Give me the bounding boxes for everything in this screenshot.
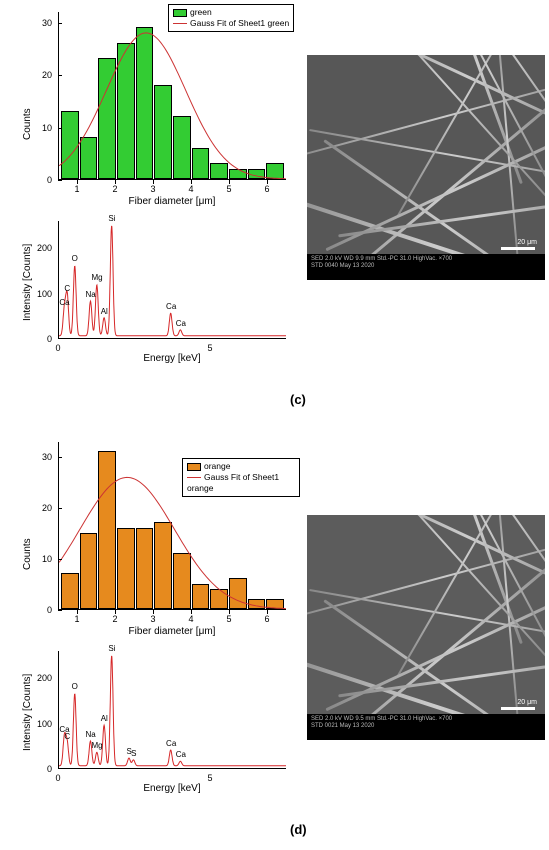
hist-bar (229, 578, 247, 609)
hist-bar (173, 116, 191, 179)
hist-bar (117, 43, 135, 180)
hist-c-xlabel: Fiber diameter [μm] (58, 196, 286, 207)
peak-label: Mg (91, 273, 102, 282)
legend-line-d (187, 477, 201, 478)
peak-label: Ca (166, 302, 176, 311)
sem-info-2: STD 0021 May 13 2020 (311, 723, 541, 730)
sem-fiber (343, 55, 545, 202)
peak-label: Ca (59, 298, 69, 307)
hist-bar (229, 169, 247, 180)
spec-d-xlabel: Energy [keV] (58, 783, 286, 794)
spec-c-plot: CaCONaMgAlSiCaCa (58, 221, 286, 339)
hist-c-legend: green Gauss Fit of Sheet1 green (168, 4, 294, 32)
hist-bar (192, 584, 210, 609)
panel-label-c: (c) (290, 392, 306, 407)
legend-name-d: orange (204, 461, 230, 471)
spec-d-xticks: 05 (58, 771, 286, 783)
sem-fiber (396, 515, 538, 678)
peak-label: S (131, 749, 136, 758)
hist-c-yticks: 0102030 (10, 12, 56, 180)
sem-info-1: SED 2.0 kV WD 9.5 mm Std.-PC 31.0 HighVa… (311, 716, 541, 723)
sem-fiber (496, 55, 519, 256)
hist-d-xticks: 123456 (58, 612, 286, 626)
hist-bar (61, 111, 79, 179)
peak-label: Na (85, 290, 95, 299)
spec-d-yticks: 0100200 (10, 651, 56, 769)
sem-info-bar: SED 2.0 kV WD 9.5 mm Std.-PC 31.0 HighVa… (307, 714, 545, 740)
hist-bar (266, 163, 284, 179)
peak-label: C (64, 732, 70, 741)
legend-line-c (173, 23, 187, 24)
spec-c-xticks: 05 (58, 341, 286, 353)
hist-bar (98, 451, 116, 609)
panel-label-d: (d) (290, 822, 307, 837)
charts-column-d: Counts 0102030 123456 Fiber diameter [μm… (10, 430, 300, 810)
sem-scale-bar (501, 707, 535, 710)
hist-bar (248, 599, 266, 609)
peak-label: Al (101, 307, 108, 316)
hist-c-xticks: 123456 (58, 182, 286, 196)
hist-bar (154, 522, 172, 609)
hist-bar (210, 163, 228, 179)
hist-bar (80, 533, 98, 609)
hist-bar (136, 27, 154, 179)
sem-scale-label: 20 μm (517, 239, 537, 246)
hist-d-legend: orange Gauss Fit of Sheet1 orange (182, 458, 300, 497)
peak-label: C (64, 284, 70, 293)
sem-fiber (343, 515, 545, 662)
peak-label: Ca (166, 739, 176, 748)
sem-fiber (396, 55, 538, 218)
peak-label: O (72, 254, 78, 263)
spec-c-xlabel: Energy [keV] (58, 353, 286, 364)
hist-bar (173, 553, 191, 609)
spec-c-yticks: 0100200 (10, 221, 56, 339)
peak-label: Si (108, 214, 115, 223)
hist-d-xlabel: Fiber diameter [μm] (58, 626, 286, 637)
legend-swatch-green (173, 9, 187, 17)
peak-label: Ca (176, 750, 186, 759)
hist-bar (210, 589, 228, 609)
peak-label: Si (108, 644, 115, 653)
hist-c-plot (58, 12, 286, 180)
sem-scale-bar (501, 247, 535, 250)
hist-c-bars (59, 12, 286, 179)
spec-d-plot: CaCONaMgAlSiSSCaCa (58, 651, 286, 769)
panel-c: Counts 0102030 123456 Fiber diameter [μm… (0, 0, 549, 420)
hist-d-yticks: 0102030 (10, 442, 56, 610)
legend-swatch-orange (187, 463, 201, 471)
sem-image-c: 20 μm SED 2.0 kV WD 9.9 mm Std.-PC 31.0 H… (307, 55, 545, 280)
hist-bar (80, 137, 98, 179)
hist-bar (154, 85, 172, 180)
peak-label: Al (101, 714, 108, 723)
spectrum-d: Intensity [Counts] 0100200 CaCONaMgAlSiS… (10, 645, 300, 800)
hist-bar (61, 573, 79, 609)
sem-scale-label: 20 μm (517, 699, 537, 706)
hist-bar (248, 169, 266, 180)
hist-bar (192, 148, 210, 180)
legend-name-c: green (190, 7, 212, 17)
peak-label: Ca (176, 319, 186, 328)
spec-d-svg (59, 651, 286, 768)
hist-bar (136, 528, 154, 609)
histogram-c: Counts 0102030 123456 Fiber diameter [μm… (10, 0, 300, 210)
charts-column-c: Counts 0102030 123456 Fiber diameter [μm… (10, 0, 300, 380)
peak-label: O (72, 682, 78, 691)
legend-fit-c: Gauss Fit of Sheet1 green (190, 18, 289, 28)
sem-info-2: STD 0040 May 13 2020 (311, 263, 541, 270)
legend-fit-d: Gauss Fit of Sheet1 orange (187, 472, 279, 493)
sem-info-bar: SED 2.0 kV WD 9.9 mm Std.-PC 31.0 HighVa… (307, 254, 545, 280)
sem-fiber (496, 515, 519, 716)
hist-bar (98, 58, 116, 179)
panel-d: Counts 0102030 123456 Fiber diameter [μm… (0, 430, 549, 850)
sem-info-1: SED 2.0 kV WD 9.9 mm Std.-PC 31.0 HighVa… (311, 256, 541, 263)
sem-image-d: 20 μm SED 2.0 kV WD 9.5 mm Std.-PC 31.0 H… (307, 515, 545, 740)
peak-label: Mg (91, 741, 102, 750)
spectrum-c: Intensity [Counts] 0100200 CaCONaMgAlSiC… (10, 215, 300, 370)
hist-bar (117, 528, 135, 609)
histogram-d: Counts 0102030 123456 Fiber diameter [μm… (10, 430, 300, 640)
hist-bar (266, 599, 284, 609)
peak-label: Na (85, 730, 95, 739)
